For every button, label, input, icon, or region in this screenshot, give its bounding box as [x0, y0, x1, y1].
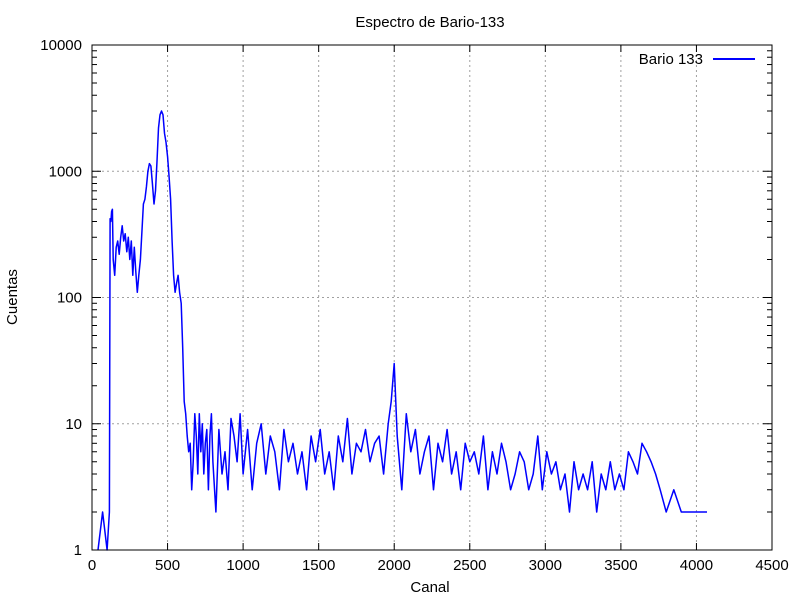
x-tick-label: 0 — [88, 557, 96, 574]
x-tick-label: 2000 — [378, 557, 411, 574]
legend-label: Bario 133 — [639, 51, 703, 68]
x-tick-label: 3000 — [529, 557, 562, 574]
chart-title: Espectro de Bario-133 — [355, 14, 504, 31]
x-tick-label: 4000 — [680, 557, 713, 574]
legend: Bario 133 — [639, 51, 755, 68]
y-tick-label: 10 — [65, 416, 82, 433]
series-line — [97, 110, 707, 551]
x-tick-label: 2500 — [453, 557, 486, 574]
y-axis-label: Cuentas — [4, 269, 21, 325]
y-tick-label: 10000 — [40, 37, 82, 54]
y-tick-label: 1000 — [49, 163, 82, 180]
series-layer — [97, 110, 707, 551]
x-tick-label: 1000 — [226, 557, 259, 574]
x-tick-label: 1500 — [302, 557, 335, 574]
x-tick-label: 3500 — [604, 557, 637, 574]
y-axis: 1 10 100 1000 10000 — [40, 37, 772, 559]
x-axis-label: Canal — [410, 579, 449, 596]
y-tick-label: 100 — [57, 290, 82, 307]
x-tick-label: 4500 — [755, 557, 788, 574]
x-tick-label: 500 — [155, 557, 180, 574]
y-tick-label: 1 — [74, 542, 82, 559]
x-axis: 0 500 1000 1500 2000 2500 3000 3500 4000 4500 — [88, 45, 789, 574]
